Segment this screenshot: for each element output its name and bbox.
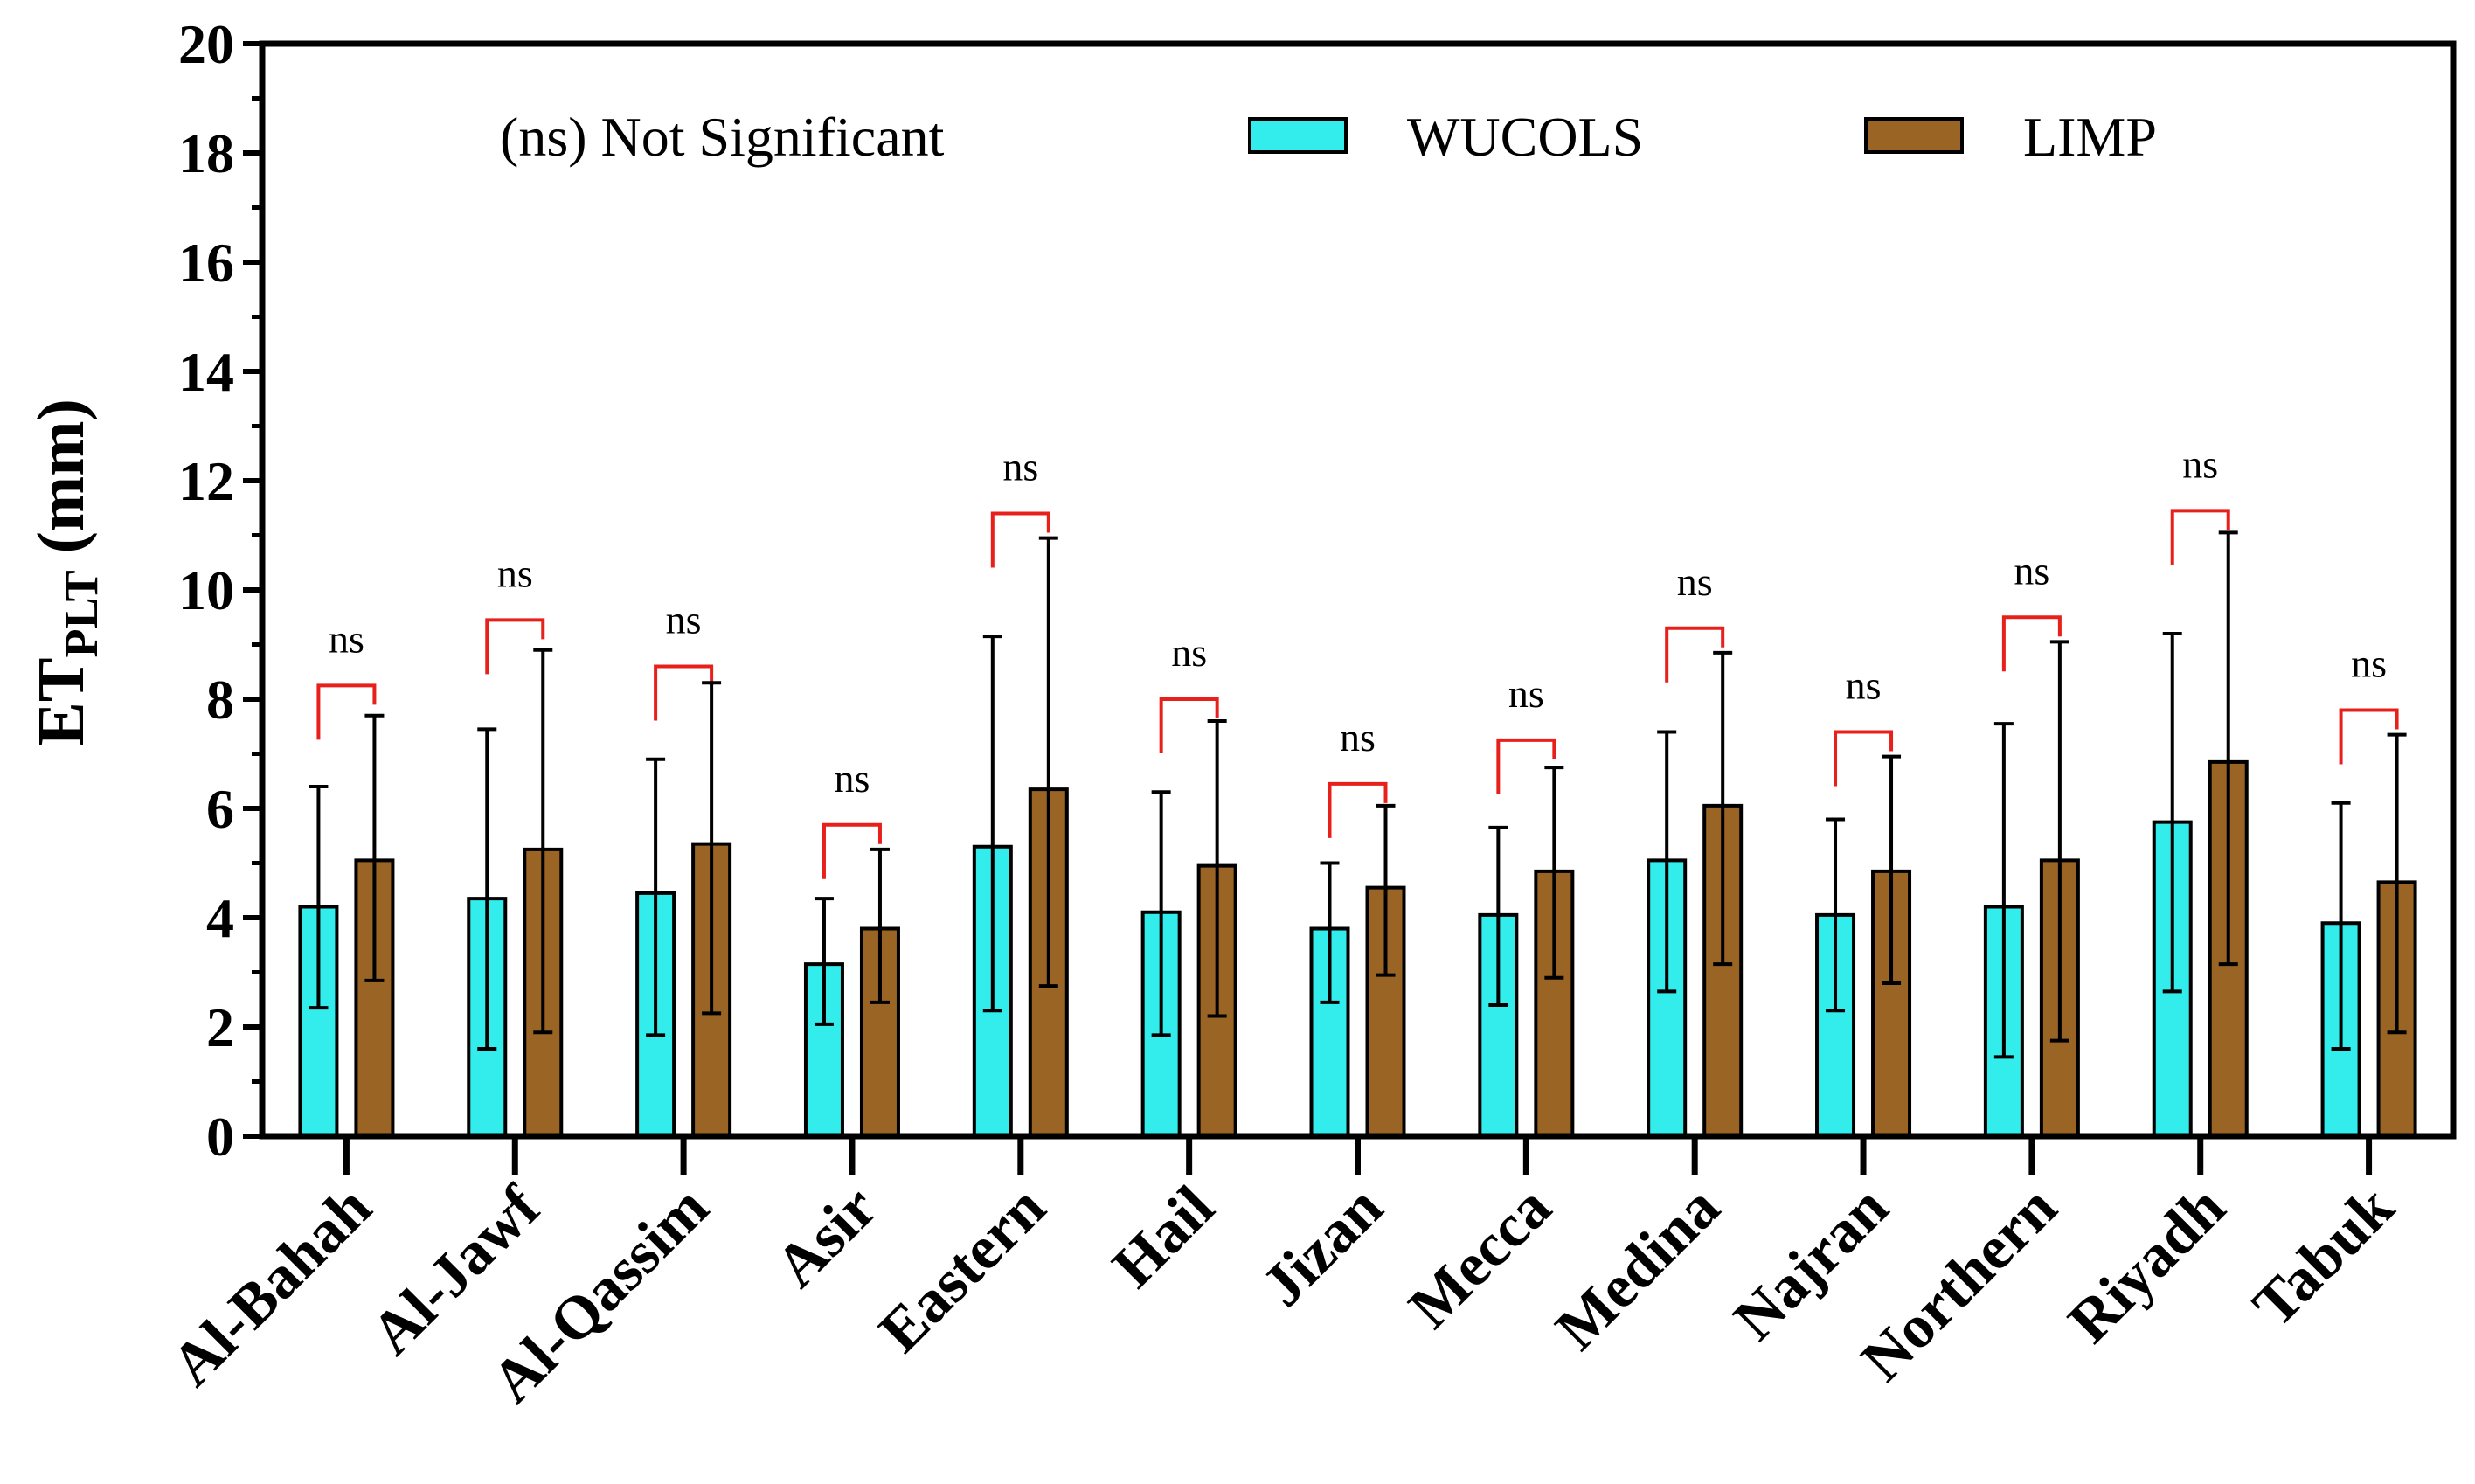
ns-label: ns [1002,445,1038,489]
y-tick-label: 6 [206,778,234,840]
y-tick-label: 8 [206,669,234,731]
ns-label: ns [666,598,702,642]
legend-swatch-limp [1864,117,1964,154]
y-tick-label: 12 [178,450,234,512]
legend: (ns) Not Significant WUCOLS LIMP [500,106,2157,168]
category-label: Hail [1100,1174,1227,1300]
significance-bracket [1834,730,1894,787]
legend-label-limp: LIMP [2023,106,2157,168]
ns-label: ns [2351,641,2387,686]
significance-bracket [1159,697,1219,753]
ns-label: ns [329,616,364,661]
plot-frame [259,40,2457,1140]
category-label: Al-Bahah [159,1174,385,1399]
significance-bracket [822,822,882,879]
category-label: Tabuk [2241,1174,2407,1340]
error-bars [309,530,2407,1059]
ns-label: ns [2014,548,2049,593]
y-tick-label: 2 [206,996,234,1058]
category-label: Medina [1543,1174,1733,1363]
y-axis-label-subscript: PLT [55,570,107,657]
y-axis-label-unit: (mm) [24,399,98,570]
category-label: Riyadh [2056,1174,2239,1356]
significance-bracket [485,618,545,675]
significance-bracket [316,683,377,740]
ns-label: ns [497,551,533,595]
y-axis-label-main: ET [24,657,98,745]
significance-bracket [1328,781,1388,838]
ns-label: ns [1171,630,1207,675]
significance-bracket [654,664,714,721]
y-tick-label: 20 [178,13,234,75]
legend-note: (ns) Not Significant [500,106,945,168]
y-tick-label: 0 [206,1106,234,1168]
ns-label: ns [1846,663,1882,708]
ns-label: ns [835,756,870,801]
significance-bracket [2339,708,2399,765]
ns-label: ns [1340,715,1376,759]
significance-bracket [1665,626,1725,683]
y-axis-ticks: 0 2 4 6 8 10 12 14 16 18 20 [178,13,262,1168]
y-tick-label: 16 [178,232,234,294]
category-label: Eastern [867,1174,1058,1365]
y-tick-label: 4 [206,887,234,949]
y-axis-label: ETPLT (mm) [24,399,107,746]
x-axis-ticks [343,1136,2373,1175]
significance-bracket [1496,738,1556,794]
significance-brackets: ns ns ns ns ns ns ns ns ns ns ns ns ns [316,441,2399,879]
legend-swatch-wucols [1248,117,1348,154]
bars [298,759,2417,1138]
significance-bracket [990,511,1050,568]
ns-label: ns [2182,441,2218,486]
category-label: Asir [763,1174,890,1300]
ns-label: ns [1677,559,1713,604]
category-label: Mecca [1397,1174,1564,1342]
legend-label-wucols: WUCOLS [1407,106,1643,168]
y-tick-label: 14 [178,341,234,403]
significance-bracket [2001,615,2062,672]
significance-bracket [2170,509,2230,565]
y-tick-label: 10 [178,559,234,621]
category-label: Jizan [1250,1174,1396,1320]
y-tick-label: 18 [178,122,234,184]
ns-label: ns [1508,671,1544,716]
